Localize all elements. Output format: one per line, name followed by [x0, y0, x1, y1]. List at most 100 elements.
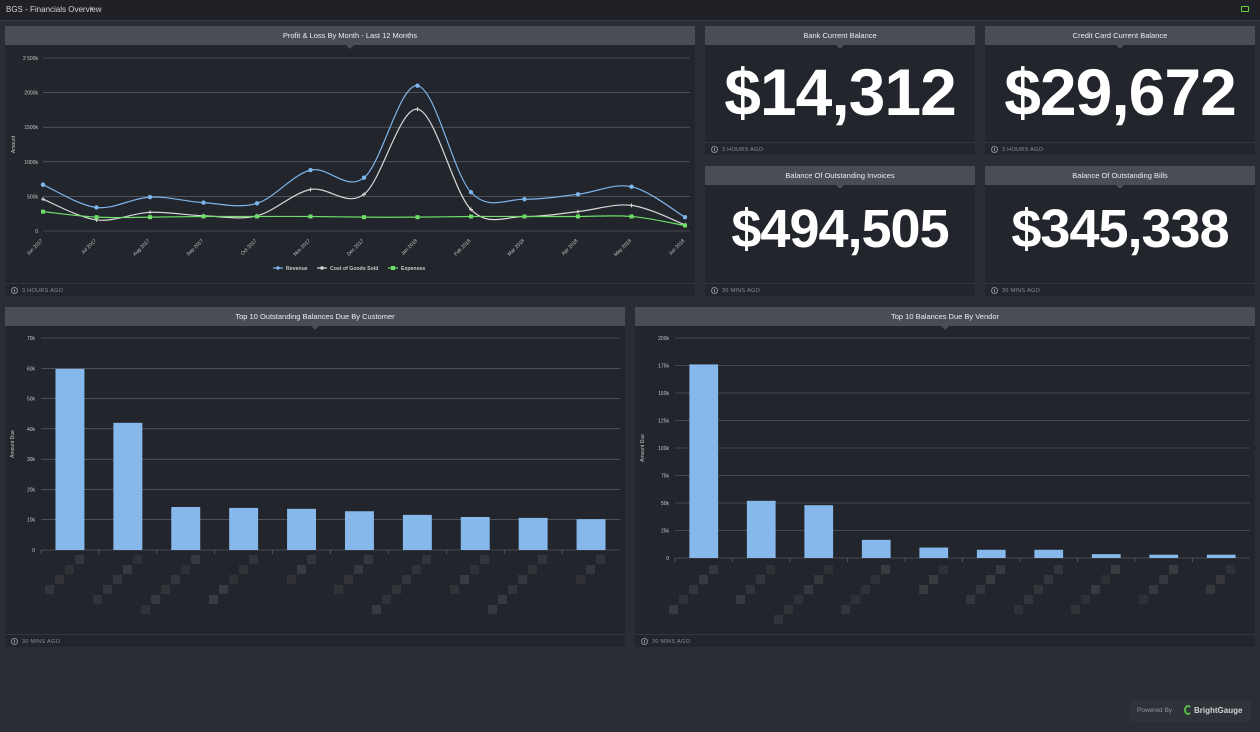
- redacted-label-block: [841, 605, 851, 614]
- chevron-down-icon[interactable]: ▾: [90, 6, 94, 13]
- redacted-label-block: [122, 565, 132, 574]
- redacted-label-block: [766, 565, 776, 574]
- header-notch: [1116, 45, 1124, 49]
- bank-balance-panel: Bank Current Balance $14,312 3 HOURS AGO: [705, 26, 975, 155]
- powered-by-badge[interactable]: Powered By BrightGauge: [1130, 700, 1251, 722]
- x-tick-label: Jun 2018: [668, 238, 687, 257]
- redacted-label-block: [450, 585, 460, 594]
- data-point: [469, 214, 473, 219]
- x-tick-label: Jun 2017: [26, 238, 45, 257]
- redacted-label-block: [996, 565, 1006, 574]
- data-point: [147, 194, 153, 200]
- redacted-label-block: [140, 605, 150, 614]
- bar: [402, 514, 432, 550]
- invoices-balance-value: $494,505: [731, 199, 949, 259]
- data-point: [148, 215, 152, 220]
- pl-panel-title: Profit & Loss By Month - Last 12 Months: [282, 31, 418, 40]
- bills-panel: Balance Of Outstanding Bills $345,338 30…: [985, 166, 1255, 296]
- vendors-panel-title: Top 10 Balances Due By Vendor: [891, 312, 999, 321]
- series-line-cost-of-goods-sold: [42, 108, 686, 226]
- redacted-label-block: [208, 595, 218, 604]
- redacted-label-block: [170, 575, 180, 584]
- y-tick-label: 0: [32, 548, 35, 554]
- x-tick-label: Oct 2017: [240, 238, 259, 257]
- updated-ago: 30 MINS AGO: [22, 639, 61, 645]
- clock-icon: [991, 287, 998, 294]
- y-tick-label: 125k: [658, 419, 669, 425]
- credit-panel-title: Credit Card Current Balance: [1072, 31, 1168, 40]
- data-point: [41, 197, 45, 202]
- clock-icon: [711, 287, 718, 294]
- customers-panel-header: Top 10 Outstanding Balances Due By Custo…: [5, 307, 625, 330]
- legend-label: Expenses: [401, 266, 425, 272]
- pl-chart: 0 500k 1000k 1500k 2000k 2 500k Amount Jun 2017…: [11, 56, 690, 272]
- invoices-panel-footer: 30 MINS AGO: [705, 283, 975, 296]
- data-point: [94, 215, 99, 220]
- y-tick-label: 1000k: [24, 160, 38, 166]
- data-point: [415, 83, 420, 88]
- data-point: [629, 203, 634, 208]
- vendors-panel: Top 10 Balances Due By Vendor 0 25k 50k 75k…: [635, 307, 1255, 647]
- data-point: [308, 187, 313, 192]
- credit-balance-panel: Credit Card Current Balance $29,672 3 HO…: [985, 26, 1255, 155]
- redacted-label-block: [736, 595, 746, 604]
- bar: [171, 506, 201, 550]
- redacted-label-block: [354, 565, 364, 574]
- series-line-revenue: [42, 85, 686, 218]
- y-tick-label: 175k: [658, 364, 669, 370]
- redacted-label-block: [92, 595, 102, 604]
- bar: [229, 507, 259, 550]
- monitor-icon[interactable]: [1241, 6, 1249, 12]
- redacted-label-block: [372, 605, 382, 614]
- redacted-label-block: [1033, 585, 1043, 594]
- redacted-label-block: [851, 595, 861, 604]
- redacted-label-block: [1101, 575, 1111, 584]
- redacted-label-block: [1043, 575, 1053, 584]
- data-point: [629, 214, 634, 219]
- data-point: [362, 215, 366, 220]
- redacted-label-block: [976, 585, 986, 594]
- redacted-label-block: [488, 605, 498, 614]
- redacted-label-block: [1091, 585, 1101, 594]
- redacted-label-block: [986, 575, 996, 584]
- redacted-label-block: [538, 555, 548, 564]
- bank-panel-footer: 3 HOURS AGO: [705, 142, 975, 155]
- y-tick-label: 50k: [661, 501, 670, 507]
- y-tick-label: 70k: [27, 336, 36, 342]
- redacted-label-block: [708, 565, 718, 574]
- redacted-label-block: [1216, 575, 1226, 584]
- legend-marker: [276, 266, 280, 270]
- dashboard-title[interactable]: BGS - Financials Overview: [6, 5, 102, 14]
- redacted-label-block: [803, 585, 813, 594]
- updated-ago: 30 MINS AGO: [1002, 288, 1041, 294]
- data-point: [201, 214, 206, 219]
- data-point: [468, 190, 474, 195]
- redacted-label-block: [1023, 595, 1033, 604]
- x-tick-label: Apr 2018: [561, 238, 580, 257]
- redacted-label-block: [248, 555, 258, 564]
- redacted-label-block: [218, 585, 228, 594]
- y-axis-label: Amount Due: [640, 434, 646, 462]
- redacted-label-block: [296, 565, 306, 574]
- redacted-label-block: [881, 565, 891, 574]
- redacted-label-block: [470, 565, 480, 574]
- y-tick-label: 25k: [661, 529, 670, 535]
- data-point: [362, 192, 366, 197]
- bar: [689, 364, 719, 558]
- x-tick-label: Aug 2017: [132, 238, 152, 258]
- bar: [1149, 554, 1179, 558]
- redacted-label-block: [928, 575, 938, 584]
- bar: [1034, 549, 1064, 558]
- redacted-label-block: [498, 595, 508, 604]
- invoices-panel-title: Balance Of Outstanding Invoices: [785, 171, 895, 180]
- redacted-label-block: [756, 575, 766, 584]
- redacted-label-block: [132, 555, 142, 564]
- redacted-label-block: [966, 595, 976, 604]
- data-point: [308, 167, 313, 173]
- legend-marker: [391, 266, 395, 270]
- redacted-label-block: [1206, 585, 1216, 594]
- data-point: [201, 200, 206, 205]
- y-tick-label: 0: [666, 556, 669, 562]
- brand-name: BrightGauge: [1194, 706, 1243, 715]
- credit-balance-value: $29,672: [1004, 55, 1237, 129]
